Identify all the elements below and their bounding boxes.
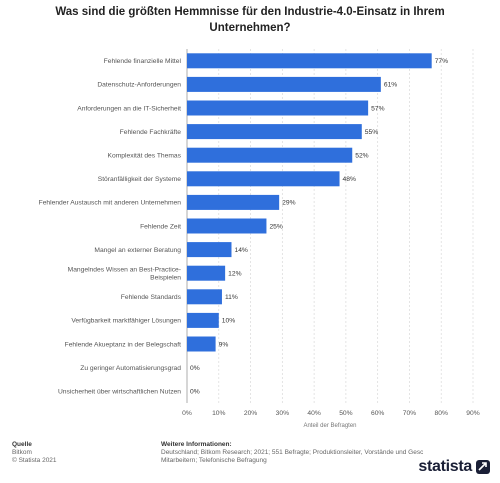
info-heading: Weitere Informationen: <box>161 441 232 448</box>
bar <box>187 171 340 187</box>
category-label: Verfügbarkeit marktfähiger Lösungen <box>71 318 181 325</box>
value-label: 48% <box>343 176 356 183</box>
logo-text: statista <box>418 458 472 475</box>
bar <box>187 100 369 116</box>
category-label: Störanfälligkeit der Systeme <box>98 176 182 183</box>
category-label: Fehlender Austausch mit anderen Unterneh… <box>39 200 182 207</box>
bar <box>187 147 353 163</box>
category-label: Unsicherheit über wirtschaftlichen Nutze… <box>58 389 181 396</box>
x-tick-label: 10% <box>212 410 225 417</box>
value-label: 61% <box>384 82 397 89</box>
bar <box>187 76 381 92</box>
bar <box>187 312 219 328</box>
x-tick-label: 60% <box>371 410 384 417</box>
source-heading: Quelle <box>12 441 32 448</box>
info-line: Deutschland; Bitkom Research; 2021; 551 … <box>161 449 423 456</box>
x-tick-label: 0% <box>182 410 192 417</box>
x-tick-label: 80% <box>435 410 448 417</box>
value-label: 11% <box>225 294 238 301</box>
value-label: 12% <box>228 271 241 278</box>
chart-title: Was sind die größten Hemmnisse für den I… <box>55 6 445 34</box>
x-tick-label: 30% <box>276 410 289 417</box>
category-label: Fehlende Fachkräfte <box>120 129 182 136</box>
value-label: 57% <box>371 105 384 112</box>
value-label: 14% <box>234 247 247 254</box>
value-label: 0% <box>190 389 200 396</box>
category-label: Zu geringer Automatisierungsgrad <box>80 365 181 372</box>
category-label: Datenschutz-Anforderungen <box>97 82 181 89</box>
x-axis-title: Anteil der Befragten <box>303 423 356 429</box>
value-label: 10% <box>222 318 235 325</box>
source-block: Quelle Bitkom © Statista 2021 <box>12 441 57 465</box>
bar <box>187 289 222 305</box>
value-label: 52% <box>355 153 368 160</box>
source-line[interactable]: © Statista 2021 <box>12 457 57 464</box>
bar <box>187 218 267 234</box>
x-tick-label: 90% <box>466 410 479 417</box>
value-label: 25% <box>269 223 282 230</box>
source-line: Bitkom <box>12 449 32 456</box>
bar <box>187 265 226 281</box>
x-tick-label: 40% <box>307 410 320 417</box>
bar <box>187 194 280 210</box>
category-label: Fehlende Akueptanz in der Belegschaft <box>65 341 182 348</box>
category-label: Mangelndes Wissen an Best-Practice-Beisp… <box>68 267 182 282</box>
category-label: Fehlende Zeit <box>140 223 181 230</box>
statista-logo[interactable]: statista <box>418 458 490 476</box>
logo-arrow-icon <box>476 460 490 474</box>
info-line: Mitarbeitern; Telefonische Befragung <box>161 457 267 464</box>
value-label: 55% <box>365 129 378 136</box>
x-tick-label: 70% <box>403 410 416 417</box>
category-label: Anforderungen an die IT-Sicherheit <box>77 105 181 112</box>
x-tick-label: 50% <box>339 410 352 417</box>
info-block: Weitere Informationen: Deutschland; Bitk… <box>161 441 423 465</box>
category-label: Mangel an externer Beratung <box>94 247 181 254</box>
bar <box>187 53 432 69</box>
value-label: 9% <box>219 341 229 348</box>
bar <box>187 124 362 140</box>
bar <box>187 242 232 258</box>
bar <box>187 336 216 352</box>
category-label: Fehlende Standards <box>121 294 182 301</box>
value-label: 29% <box>282 200 295 207</box>
category-label: Fehlende finanzielle Mittel <box>104 58 182 65</box>
value-label: 77% <box>435 58 448 65</box>
value-label: 0% <box>190 365 200 372</box>
category-label: Komplexität des Themas <box>108 153 182 160</box>
x-tick-label: 20% <box>244 410 257 417</box>
